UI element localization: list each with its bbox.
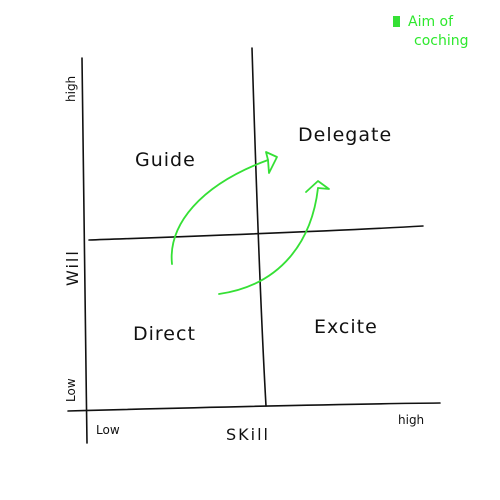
y-axis-high-label: high xyxy=(64,76,78,102)
quadrant-delegate: Delegate xyxy=(298,124,392,146)
arrow-direct-to-delegate xyxy=(170,159,269,265)
x-axis-line xyxy=(67,402,441,412)
legend-line-1: Aim of xyxy=(408,14,454,30)
legend: Aim of coching xyxy=(393,14,468,49)
arrow-excite-to-delegate xyxy=(218,187,319,295)
x-axis-title: SKill xyxy=(226,425,270,444)
quadrant-direct: Direct xyxy=(133,323,196,345)
y-axis-title: Will xyxy=(63,249,82,286)
coaching-arrows xyxy=(170,151,330,295)
quadrant-excite: Excite xyxy=(314,316,378,338)
y-axis-low-label: Low xyxy=(64,378,78,402)
y-axis-line xyxy=(81,57,88,444)
x-axis-high-label: high xyxy=(398,413,424,427)
vertical-divider xyxy=(251,47,267,407)
legend-line-2: coching xyxy=(414,33,468,49)
x-axis-low-label: Low xyxy=(96,423,120,437)
quadrant-guide: Guide xyxy=(135,149,196,171)
legend-marker-icon xyxy=(393,16,400,27)
arrow-head-upper-icon xyxy=(265,151,278,174)
arrow-head-lower-icon xyxy=(305,180,330,193)
horizontal-divider xyxy=(88,225,424,241)
